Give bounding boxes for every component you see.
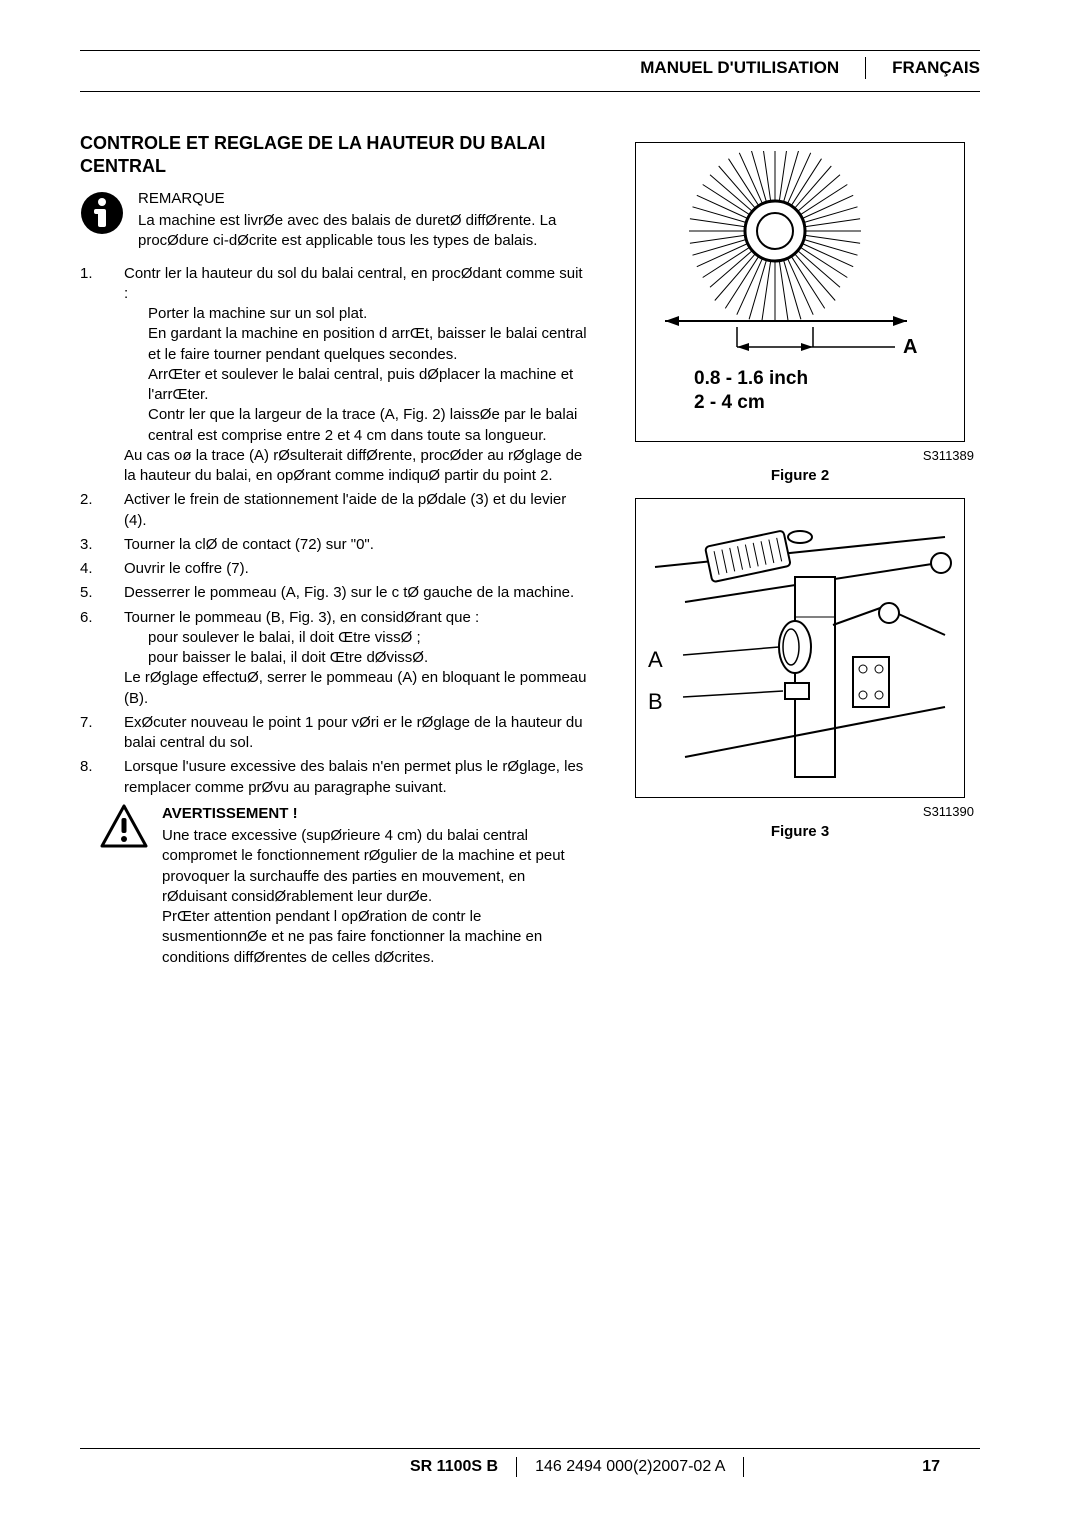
section-title: CONTROLE ET REGLAGE DE LA HAUTEUR DU BAL… bbox=[80, 132, 590, 179]
warning-icon bbox=[100, 804, 148, 848]
remark-head: REMARQUE bbox=[138, 189, 590, 209]
figure-3-caption: Figure 3 bbox=[620, 823, 980, 840]
footer-doc-number: 146 2494 000(2)2007-02 A bbox=[517, 1458, 743, 1476]
figure-3-labels: A B bbox=[648, 639, 663, 723]
left-column: CONTROLE ET REGLAGE DE LA HAUTEUR DU BAL… bbox=[80, 132, 590, 968]
step-2: Activer le frein de stationnement l'aide… bbox=[80, 490, 590, 531]
figure-2-measurements: 0.8 - 1.6 inch 2 - 4 cm bbox=[644, 367, 956, 415]
step-6-b: pour baisser le balai, il doit Œtre dØvi… bbox=[148, 648, 590, 668]
figure-3-code: S311390 bbox=[620, 804, 974, 819]
step-8: Lorsque l'usure excessive des balais n'e… bbox=[80, 757, 590, 798]
top-rule bbox=[80, 50, 980, 51]
step-1-tail: Au cas oø la trace (A) rØsulterait diffØ… bbox=[124, 446, 590, 487]
footer-row: SR 1100S B 146 2494 000(2)2007-02 A 17 bbox=[80, 1457, 980, 1477]
footer-page-number: 17 bbox=[922, 1458, 980, 1476]
step-1-c: ArrŒter et soulever le balai central, pu… bbox=[148, 365, 590, 406]
page-footer: SR 1100S B 146 2494 000(2)2007-02 A 17 bbox=[80, 1448, 980, 1477]
figure-2-label-a: A bbox=[903, 336, 917, 358]
step-6: Tourner le pommeau (B, Fig. 3), en consi… bbox=[80, 608, 590, 709]
right-column: A 0.8 - 1.6 inch 2 - 4 cm S311389 Figure… bbox=[620, 132, 980, 968]
warning-p1: Une trace excessive (supØrieure 4 cm) du… bbox=[162, 827, 565, 905]
figure-3-label-b: B bbox=[648, 681, 663, 723]
step-1: Contr ler la hauteur du sol du balai cen… bbox=[80, 264, 590, 487]
step-5: Desserrer le pommeau (A, Fig. 3) sur le … bbox=[80, 583, 590, 603]
header-right: MANUEL D'UTILISATION FRANÇAIS bbox=[640, 57, 980, 79]
step-3: Tourner la clØ de contact (72) sur "0". bbox=[80, 535, 590, 555]
warning-head: AVERTISSEMENT ! bbox=[162, 804, 590, 824]
content-columns: CONTROLE ET REGLAGE DE LA HAUTEUR DU BAL… bbox=[80, 132, 980, 968]
warning-block: AVERTISSEMENT ! Une trace excessive (sup… bbox=[80, 804, 590, 968]
figure-2-meas-2: 2 - 4 cm bbox=[694, 392, 765, 413]
step-1-sub: Porter la machine sur un sol plat. En ga… bbox=[124, 304, 590, 446]
step-6-a: pour soulever le balai, il doit Œtre vis… bbox=[148, 628, 590, 648]
step-1-intro: Contr ler la hauteur du sol du balai cen… bbox=[124, 265, 583, 302]
page: MANUEL D'UTILISATION FRANÇAIS CONTROLE E… bbox=[0, 0, 1080, 968]
figure-2-code: S311389 bbox=[620, 448, 974, 463]
figure-3-label-a: A bbox=[648, 639, 663, 681]
header-manual-label: MANUEL D'UTILISATION bbox=[640, 58, 839, 78]
header-language-label: FRANÇAIS bbox=[892, 58, 980, 78]
procedure-steps: Contr ler la hauteur du sol du balai cen… bbox=[80, 264, 590, 798]
step-7: ExØcuter nouveau le point 1 pour vØri er… bbox=[80, 713, 590, 754]
header-underline bbox=[80, 91, 980, 92]
remark-text: REMARQUE La machine est livrØe avec des … bbox=[138, 189, 590, 252]
step-6-intro: Tourner le pommeau (B, Fig. 3), en consi… bbox=[124, 609, 479, 626]
step-4: Ouvrir le coffre (7). bbox=[80, 559, 590, 579]
figure-3-box: A B bbox=[635, 498, 965, 798]
warning-p2: PrŒter attention pendant l opØration de … bbox=[162, 908, 542, 966]
figure-2-meas-1: 0.8 - 1.6 inch bbox=[694, 368, 808, 389]
info-icon bbox=[80, 191, 124, 235]
step-1-d: Contr ler que la largeur de la trace (A,… bbox=[148, 405, 590, 446]
step-6-sub: pour soulever le balai, il doit Œtre vis… bbox=[124, 628, 590, 669]
figure-3-illustration bbox=[645, 507, 955, 797]
step-1-a: Porter la machine sur un sol plat. bbox=[148, 304, 590, 324]
header-divider bbox=[865, 57, 866, 79]
footer-divider-2 bbox=[743, 1457, 744, 1477]
figure-2-box: A 0.8 - 1.6 inch 2 - 4 cm bbox=[635, 142, 965, 442]
footer-rule bbox=[80, 1448, 980, 1449]
figure-2-caption: Figure 2 bbox=[620, 467, 980, 484]
remark-body: La machine est livrØe avec des balais de… bbox=[138, 212, 556, 249]
footer-model: SR 1100S B bbox=[80, 1458, 516, 1476]
step-1-b: En gardant la machine en position d arrŒ… bbox=[148, 324, 590, 365]
figure-2-illustration: A bbox=[645, 151, 955, 361]
page-header: MANUEL D'UTILISATION FRANÇAIS bbox=[80, 57, 980, 79]
step-6-tail: Le rØglage effectuØ, serrer le pommeau (… bbox=[124, 668, 590, 709]
warning-text: AVERTISSEMENT ! Une trace excessive (sup… bbox=[162, 804, 590, 968]
remark-block: REMARQUE La machine est livrØe avec des … bbox=[80, 189, 590, 252]
